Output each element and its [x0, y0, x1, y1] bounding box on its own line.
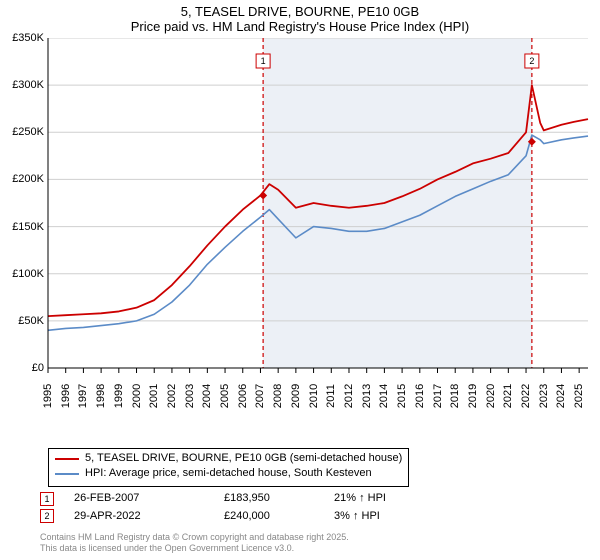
x-tick-label: 2007 [254, 384, 266, 408]
price-chart: 12 [0, 38, 600, 408]
page-title: 5, TEASEL DRIVE, BOURNE, PE10 0GB [0, 0, 600, 19]
sale-marker-icon: 1 [40, 492, 54, 506]
x-tick-label: 2010 [308, 384, 320, 408]
x-tick-label: 2001 [148, 384, 160, 408]
svg-text:2: 2 [529, 56, 534, 66]
x-tick-label: 2009 [290, 384, 302, 408]
sale-pct: 21% ↑ HPI [334, 490, 424, 508]
x-tick-label: 1999 [113, 384, 125, 408]
y-tick-label: £150K [0, 221, 44, 233]
x-tick-label: 2005 [219, 384, 231, 408]
x-tick-label: 2013 [361, 384, 373, 408]
x-tick-label: 2020 [485, 384, 497, 408]
footer-line: Contains HM Land Registry data © Crown c… [40, 532, 349, 543]
sale-date: 29-APR-2022 [74, 508, 204, 526]
x-tick-label: 2011 [325, 384, 337, 408]
legend-label: HPI: Average price, semi-detached house,… [85, 466, 372, 481]
y-tick-label: £250K [0, 126, 44, 138]
chart-container: 12 £0£50K£100K£150K£200K£250K£300K£350K1… [0, 38, 600, 408]
footer-line: This data is licensed under the Open Gov… [40, 543, 349, 554]
x-tick-label: 1996 [60, 384, 72, 408]
svg-text:1: 1 [261, 56, 266, 66]
x-tick-label: 1998 [95, 384, 107, 408]
legend: 5, TEASEL DRIVE, BOURNE, PE10 0GB (semi-… [48, 448, 409, 487]
x-tick-label: 2002 [166, 384, 178, 408]
x-tick-label: 2006 [237, 384, 249, 408]
footer-attribution: Contains HM Land Registry data © Crown c… [40, 532, 349, 554]
sale-date: 26-FEB-2007 [74, 490, 204, 508]
x-tick-label: 2025 [573, 384, 585, 408]
page-subtitle: Price paid vs. HM Land Registry's House … [0, 19, 600, 38]
x-tick-label: 2008 [272, 384, 284, 408]
legend-swatch [55, 473, 79, 475]
x-tick-label: 2015 [396, 384, 408, 408]
x-tick-label: 2004 [201, 384, 213, 408]
x-tick-label: 2012 [343, 384, 355, 408]
y-tick-label: £200K [0, 173, 44, 185]
x-tick-label: 2016 [414, 384, 426, 408]
x-tick-label: 1995 [42, 384, 54, 408]
sale-row: 2 29-APR-2022 £240,000 3% ↑ HPI [40, 508, 424, 526]
legend-label: 5, TEASEL DRIVE, BOURNE, PE10 0GB (semi-… [85, 451, 402, 466]
x-tick-label: 1997 [77, 384, 89, 408]
x-tick-label: 2018 [449, 384, 461, 408]
sale-marker-icon: 2 [40, 509, 54, 523]
x-tick-label: 2023 [538, 384, 550, 408]
sale-price: £183,950 [224, 490, 314, 508]
legend-item: HPI: Average price, semi-detached house,… [55, 466, 402, 481]
x-tick-label: 2003 [184, 384, 196, 408]
sale-pct: 3% ↑ HPI [334, 508, 424, 526]
y-tick-label: £100K [0, 268, 44, 280]
y-tick-label: £0 [0, 362, 44, 374]
y-tick-label: £350K [0, 32, 44, 44]
sales-table: 1 26-FEB-2007 £183,950 21% ↑ HPI 2 29-APR-202… [40, 490, 424, 525]
x-tick-label: 2017 [432, 384, 444, 408]
y-tick-label: £50K [0, 315, 44, 327]
x-tick-label: 2022 [520, 384, 532, 408]
x-tick-label: 2024 [555, 384, 567, 408]
x-tick-label: 2000 [131, 384, 143, 408]
legend-swatch [55, 458, 79, 460]
x-tick-label: 2019 [467, 384, 479, 408]
x-tick-label: 2021 [502, 384, 514, 408]
sale-row: 1 26-FEB-2007 £183,950 21% ↑ HPI [40, 490, 424, 508]
x-tick-label: 2014 [378, 384, 390, 408]
y-tick-label: £300K [0, 79, 44, 91]
legend-item: 5, TEASEL DRIVE, BOURNE, PE10 0GB (semi-… [55, 451, 402, 466]
sale-price: £240,000 [224, 508, 314, 526]
